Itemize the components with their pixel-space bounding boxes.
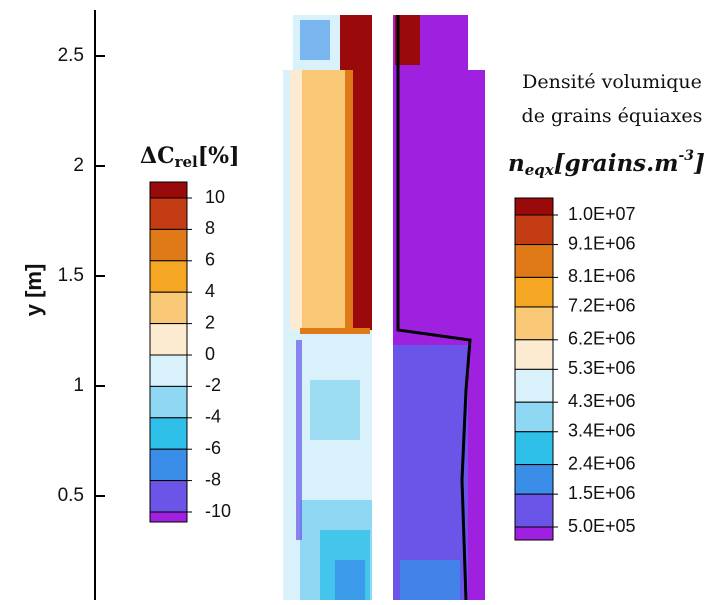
colorbar-band bbox=[514, 493, 554, 528]
colorbar-tick-label: 4 bbox=[205, 281, 215, 301]
colorbar-band bbox=[514, 401, 554, 433]
colorbar-title-line: Densité volumique bbox=[522, 71, 702, 93]
colorbar-band bbox=[149, 511, 188, 523]
colorbar-band bbox=[514, 368, 554, 403]
colorbar-band bbox=[514, 526, 554, 541]
colorbar-tick-label: 5.3E+06 bbox=[568, 358, 636, 378]
colorbar-tick-label: 0 bbox=[205, 344, 215, 364]
colorbar-band bbox=[514, 214, 554, 246]
colorbar-title-symbol: neqx[grains.m-3] bbox=[508, 148, 705, 179]
colorbar-band bbox=[149, 448, 188, 482]
colorbar-tick-label: -10 bbox=[205, 501, 231, 521]
colorbar-band bbox=[514, 339, 554, 370]
colorbar-band bbox=[514, 197, 554, 216]
y-tick-label: 1 bbox=[73, 375, 84, 396]
colorbar-title-unit: [%] bbox=[198, 143, 240, 169]
colorbar-band bbox=[149, 385, 188, 419]
colorbar-tick-label: 5.0E+05 bbox=[568, 516, 636, 536]
colorbar-tick-label: 9.1E+06 bbox=[568, 233, 636, 253]
y-tick-label: 2 bbox=[73, 155, 84, 176]
colorbar-tick-label: -6 bbox=[205, 438, 221, 458]
colorbar-tick-label: 8 bbox=[205, 218, 215, 238]
colorbar-band bbox=[149, 480, 188, 513]
y-tick-label: 1.5 bbox=[58, 265, 84, 286]
colorbar-band bbox=[149, 354, 188, 387]
colorbar-title-line: de grains équiaxes bbox=[522, 105, 703, 127]
colorbar-band bbox=[514, 306, 554, 341]
colorbar-title-symbol: ΔC bbox=[140, 143, 175, 169]
unit: [grains.m bbox=[554, 150, 679, 177]
colorbar-band bbox=[514, 244, 554, 278]
colorbar-tick-label: 3.4E+06 bbox=[568, 421, 636, 441]
colorbar-tick-label: -2 bbox=[205, 375, 221, 395]
colorbar-band bbox=[149, 323, 188, 356]
colorbar-tick-label: 6.2E+06 bbox=[568, 329, 636, 349]
unit-end: ] bbox=[693, 150, 705, 177]
colorbar-band bbox=[149, 228, 188, 262]
colorbar-tick-label: 1.5E+06 bbox=[568, 483, 636, 503]
colorbar-band bbox=[514, 431, 554, 466]
colorbar-title-sub: rel bbox=[175, 153, 198, 171]
colorbar-title: ΔCrel[%] bbox=[140, 143, 239, 171]
concentration-map bbox=[283, 15, 372, 600]
y-tick-label: 0.5 bbox=[58, 485, 84, 506]
colorbar-band bbox=[149, 417, 188, 450]
colorbar-tick-label: 4.3E+06 bbox=[568, 391, 636, 411]
colorbar-tick-label: -8 bbox=[205, 469, 221, 489]
y-axis-label: y [m] bbox=[21, 264, 46, 317]
colorbar-band bbox=[149, 260, 188, 293]
colorbar-tick-label: 7.2E+06 bbox=[568, 296, 636, 316]
colorbar-band bbox=[514, 464, 554, 495]
colorbar-tick-label: 2 bbox=[205, 312, 215, 332]
colorbar-tick-label: 2.4E+06 bbox=[568, 453, 636, 473]
colorbar-tick-label: 8.1E+06 bbox=[568, 266, 636, 286]
colorbar-band bbox=[514, 276, 554, 308]
colorbar-tick-label: 1.0E+07 bbox=[568, 204, 636, 224]
colorbar-band bbox=[149, 197, 188, 230]
colorbar-tick-label: -4 bbox=[205, 407, 221, 427]
colorbar-tick-label: 10 bbox=[205, 187, 225, 207]
colorbar-band bbox=[149, 291, 188, 325]
grain-density-map bbox=[393, 15, 485, 601]
symbol: n bbox=[508, 150, 525, 177]
y-tick-label: 2.5 bbox=[58, 45, 84, 66]
symbol-sub: eqx bbox=[525, 161, 555, 179]
colorbar-tick-label: 6 bbox=[205, 250, 215, 270]
colorbar-band bbox=[149, 181, 188, 199]
unit-sup: -3 bbox=[678, 148, 694, 164]
